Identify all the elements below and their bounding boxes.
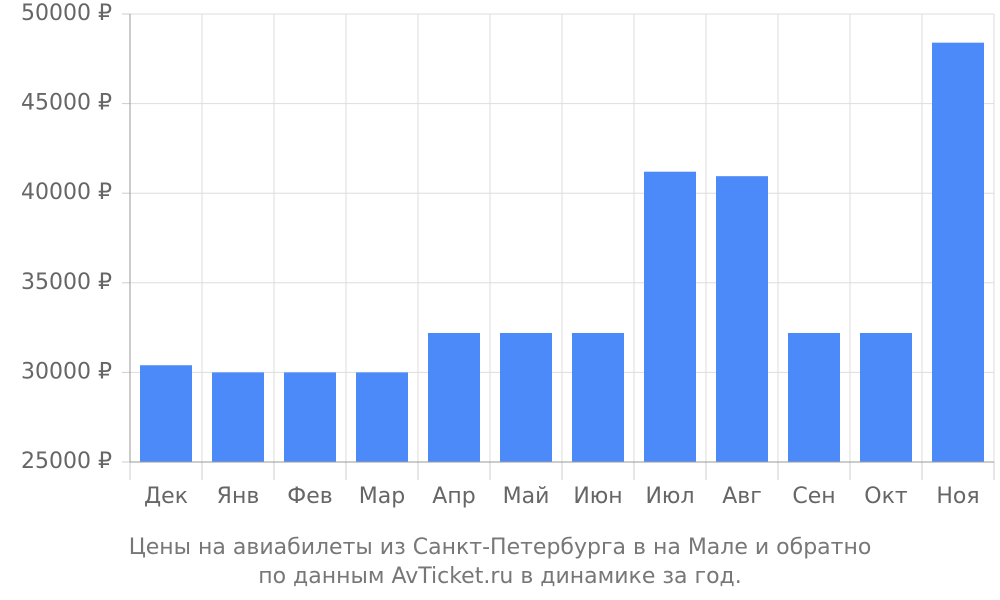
x-tick-label: Авг: [722, 484, 762, 509]
bar: [140, 365, 192, 462]
x-tick-label: Июл: [645, 484, 694, 509]
bar: [860, 332, 912, 462]
chart-subtitle: по данным AvTicket.ru в динамике за год.: [258, 564, 742, 589]
x-tick-label: Сен: [792, 484, 835, 509]
x-tick-label: Дек: [144, 484, 188, 509]
x-tick-label: Ноя: [936, 484, 979, 509]
bar: [212, 372, 264, 462]
chart-title: Цены на авиабилеты из Санкт-Петербурга в…: [129, 535, 872, 560]
x-tick-label: Окт: [864, 484, 908, 509]
bar: [500, 332, 552, 462]
y-tick-label: 30000 ₽: [21, 359, 112, 384]
bar: [572, 332, 624, 462]
bar: [356, 372, 408, 462]
bar: [788, 332, 840, 462]
bar: [284, 372, 336, 462]
bar: [716, 176, 768, 462]
bar: [932, 42, 984, 463]
x-tick-label: Июн: [573, 484, 622, 509]
y-tick-label: 25000 ₽: [21, 449, 112, 474]
x-tick-label: Янв: [217, 484, 260, 509]
x-tick-label: Апр: [432, 484, 475, 509]
x-tick-label: Фев: [287, 484, 332, 509]
bar: [644, 171, 696, 463]
y-tick-label: 45000 ₽: [21, 91, 112, 116]
bar: [428, 332, 480, 462]
y-tick-label: 35000 ₽: [21, 270, 112, 295]
y-tick-label: 40000 ₽: [21, 180, 112, 205]
y-tick-label: 50000 ₽: [21, 1, 112, 26]
x-tick-label: Май: [503, 484, 550, 509]
x-tick-label: Мар: [359, 484, 405, 509]
